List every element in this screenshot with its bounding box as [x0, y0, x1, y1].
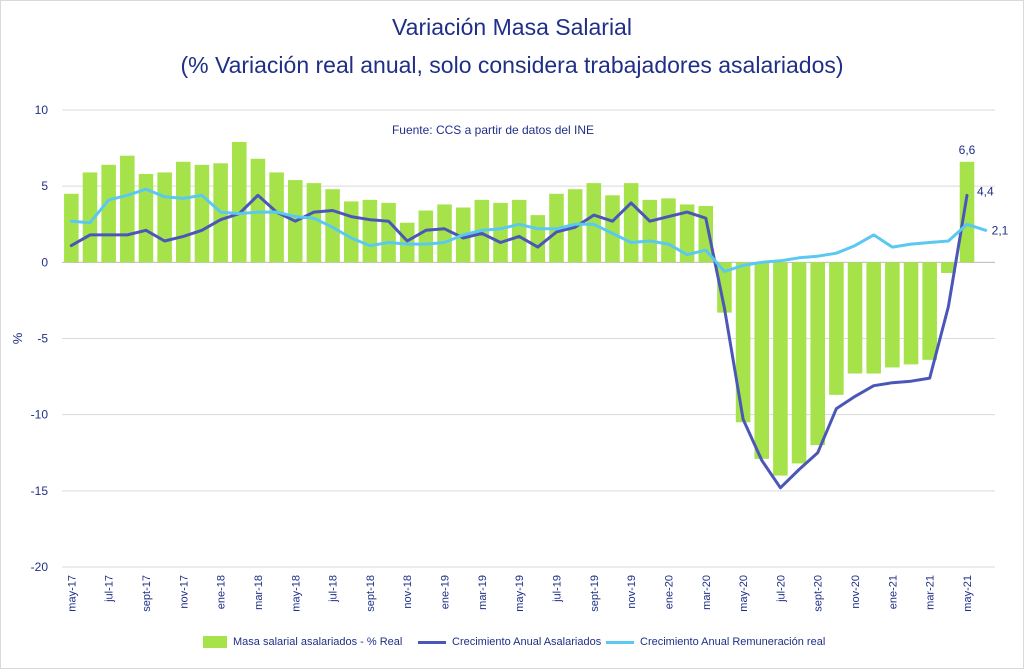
bar — [679, 204, 695, 263]
x-tick-label: nov-18 — [402, 575, 414, 609]
bar — [586, 183, 602, 263]
bar — [101, 164, 116, 263]
y-tick-label: -5 — [37, 332, 48, 346]
legend-item-asalariados: Crecimiento Anual Asalariados — [418, 636, 601, 648]
legend: Masa salarial asalariados - % Real Creci… — [0, 636, 1024, 656]
x-tick-label: sept-20 — [813, 575, 825, 612]
x-tick-label: ene-19 — [440, 575, 452, 609]
y-axis-label: % — [10, 332, 25, 344]
x-tick-label: jul-18 — [328, 575, 340, 603]
bar — [661, 198, 676, 263]
bar — [530, 215, 546, 263]
source-note: Fuente: CCS a partir de datos del INE — [392, 123, 594, 137]
y-tick-label: -15 — [31, 484, 49, 498]
bar — [903, 262, 919, 365]
data-label: 2,1 — [992, 223, 1009, 237]
bar — [810, 262, 826, 446]
line-remuneracion — [69, 187, 988, 273]
x-tick-label: may-19 — [514, 575, 526, 612]
legend-item-remuneracion: Crecimiento Anual Remuneración real — [606, 636, 825, 648]
x-tick-label: ene-18 — [216, 575, 228, 609]
line-asalariados — [69, 193, 969, 490]
bar — [754, 262, 770, 459]
x-tick-label: nov-17 — [178, 575, 190, 609]
x-tick-label: ene-21 — [887, 575, 899, 609]
x-tick-label: jul-17 — [104, 575, 116, 603]
bar — [120, 155, 135, 263]
x-tick-label: ene-20 — [663, 575, 675, 609]
bar — [194, 164, 210, 263]
x-tick-label: sept-19 — [589, 575, 601, 612]
x-tick-label: mar-19 — [477, 575, 489, 610]
bar — [623, 183, 639, 263]
bar — [922, 262, 937, 360]
bar — [642, 199, 658, 263]
bar — [343, 201, 359, 263]
bar — [381, 202, 396, 263]
bar — [511, 199, 527, 263]
bar — [773, 262, 788, 476]
bar — [64, 193, 79, 263]
x-tick-label: mar-20 — [701, 575, 713, 610]
x-tick-label: jul-19 — [551, 575, 563, 603]
bar — [250, 158, 266, 263]
bar — [493, 202, 508, 263]
legend-swatch-bar — [203, 636, 227, 648]
data-label: 6,6 — [959, 143, 976, 157]
y-tick-label: 0 — [41, 255, 48, 269]
x-tick-label: may-18 — [290, 575, 302, 612]
bar — [306, 183, 322, 263]
bar — [698, 205, 714, 263]
bar — [735, 262, 751, 423]
x-tick-label: nov-20 — [850, 575, 862, 609]
bar — [399, 222, 415, 263]
bar — [847, 262, 863, 374]
y-tick-label: 10 — [35, 103, 49, 117]
chart-subtitle: (% Variación real anual, solo considera … — [180, 52, 844, 78]
x-tick-label: may-17 — [66, 575, 78, 612]
x-tick-label: mar-18 — [253, 575, 265, 610]
x-tick-label: may-20 — [738, 575, 750, 612]
legend-label-remuneracion: Crecimiento Anual Remuneración real — [640, 636, 826, 648]
x-tick-label: jul-20 — [775, 575, 787, 603]
y-tick-label: -10 — [31, 408, 49, 422]
x-tick-label: sept-18 — [365, 575, 377, 612]
x-tick-label: mar-21 — [925, 575, 937, 610]
bar — [791, 262, 807, 464]
bar — [157, 172, 172, 263]
legend-swatch-line-dark — [418, 640, 446, 644]
bar — [605, 195, 620, 263]
chart-title: Variación Masa Salarial — [392, 14, 632, 40]
x-tick-label: nov-19 — [626, 575, 638, 609]
bar — [437, 204, 452, 263]
y-tick-label: -20 — [31, 560, 49, 574]
legend-label-masa: Masa salarial asalariados - % Real — [233, 636, 403, 648]
bar — [941, 262, 956, 273]
legend-swatch-line-light — [606, 640, 634, 644]
bar — [82, 172, 98, 263]
legend-item-masa: Masa salarial asalariados - % Real — [203, 636, 402, 648]
bar — [717, 262, 732, 313]
y-tick-label: 5 — [41, 179, 48, 193]
bar — [418, 210, 434, 263]
legend-label-asalariados: Crecimiento Anual Asalariados — [452, 636, 602, 648]
bar — [829, 262, 844, 395]
x-tick-label: may-21 — [962, 575, 974, 612]
bar — [885, 262, 900, 368]
bar — [176, 161, 191, 263]
bar — [231, 141, 247, 263]
bar — [362, 199, 378, 263]
x-tick-label: sept-17 — [141, 575, 153, 612]
bar — [866, 262, 881, 374]
data-label: 4,4 — [977, 184, 994, 198]
bar — [959, 161, 975, 263]
bar — [269, 172, 284, 263]
bar — [138, 173, 154, 263]
